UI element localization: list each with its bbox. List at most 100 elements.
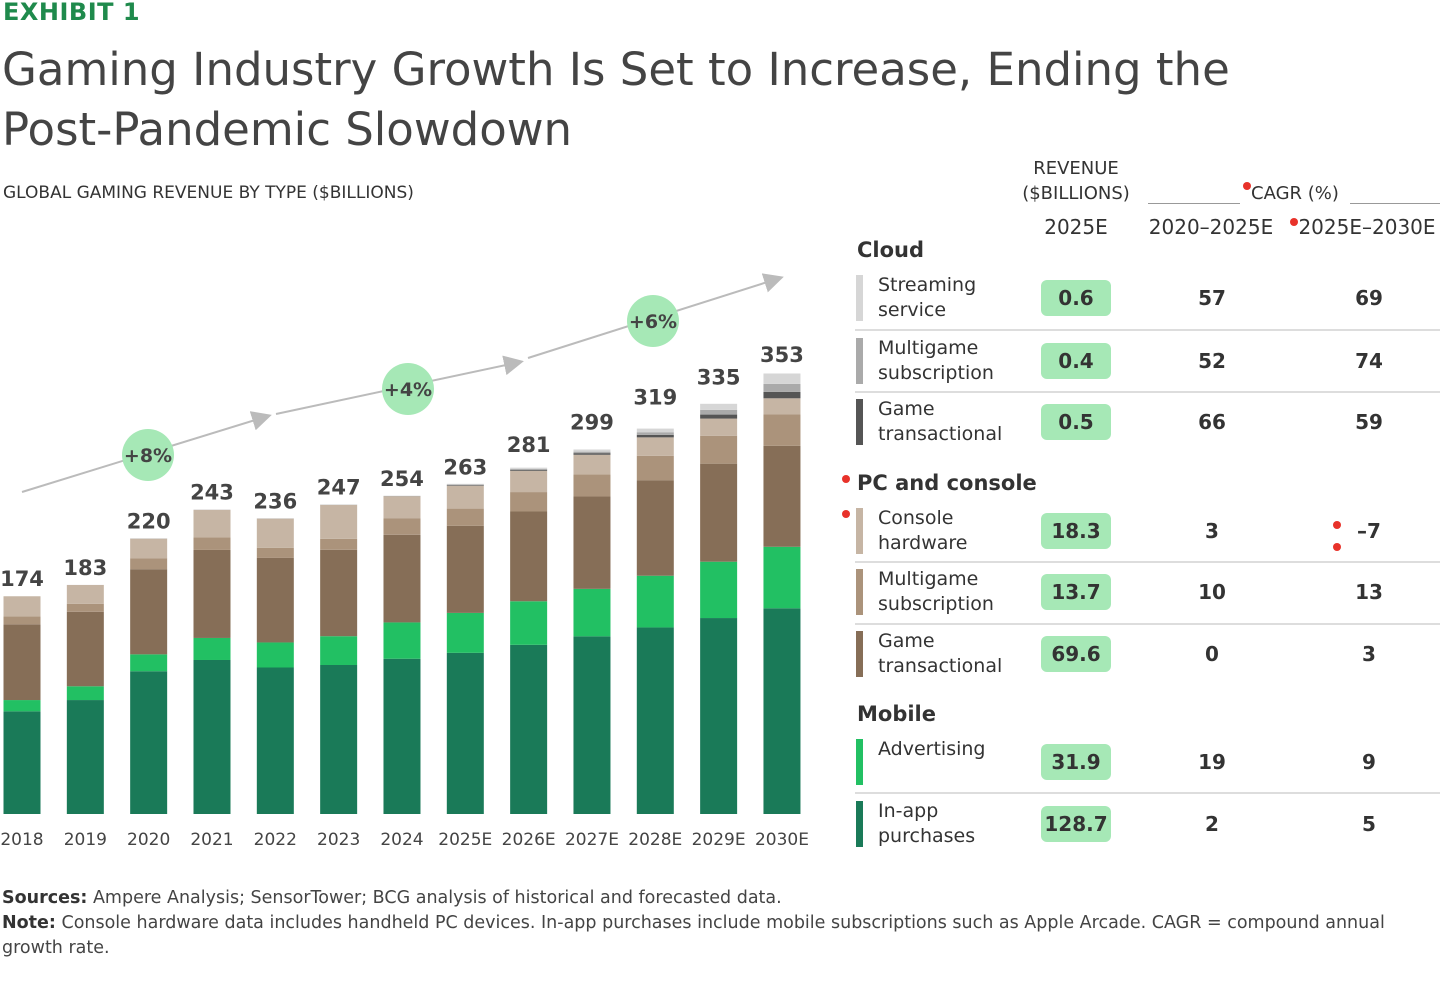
x-tick-label: 2022 <box>254 830 297 850</box>
cagr-2025-2030-value: 69 <box>1355 286 1383 310</box>
x-tick-label: 2018 <box>0 830 43 850</box>
group-heading: PC and console <box>857 471 1037 495</box>
bar-segment-mobile-advertising <box>130 654 168 672</box>
bar-segment-pc-game-transactional <box>193 549 231 638</box>
bar-segment-mobile-inapp <box>256 667 294 814</box>
bar-segment-pc-console-hardware <box>700 418 738 436</box>
bar-segment-mobile-inapp <box>573 636 611 814</box>
cagr-2020-2025-value: 2 <box>1205 812 1219 836</box>
x-tick-label: 2026E <box>502 830 556 850</box>
bar-segment-mobile-advertising <box>510 601 548 645</box>
annotation-dot <box>842 510 850 518</box>
revenue-value: 31.9 <box>1041 744 1111 780</box>
bar-segment-cloud-streaming-service <box>446 483 484 485</box>
x-tick-label: 2030E <box>755 830 809 850</box>
cagr-period-1-header: 2020–2025E <box>1148 215 1274 239</box>
bar-segment-cloud-streaming-service <box>636 428 674 433</box>
bar-segment-mobile-inapp <box>320 664 358 814</box>
x-tick-label: 2025E <box>438 830 492 850</box>
bar-segment-pc-multigame-subscription <box>66 603 104 612</box>
revenue-value: 0.4 <box>1041 343 1111 379</box>
page-title: Gaming Industry Growth Is Set to Increas… <box>2 43 1230 156</box>
bar-segment-mobile-advertising <box>446 612 484 653</box>
bar-segment-cloud-multigame-subscription <box>510 468 548 470</box>
legend-swatch <box>856 338 863 384</box>
cagr-2025-2030-value: 13 <box>1355 580 1383 604</box>
x-tick-label: 2021 <box>190 830 233 850</box>
bar-segment-cloud-multigame-subscription <box>446 484 484 486</box>
group-heading: Mobile <box>857 702 936 726</box>
bar-segment-pc-multigame-subscription <box>383 518 421 535</box>
growth-bubble <box>627 295 679 347</box>
bar-segment-pc-multigame-subscription <box>510 492 548 512</box>
sources-line: Sources: Ampere Analysis; SensorTower; B… <box>2 886 1440 911</box>
total-label: 220 <box>127 510 171 534</box>
legend-swatch <box>856 631 863 677</box>
row-label: Game transactional <box>878 398 1003 445</box>
exhibit-label: EXHIBIT 1 <box>3 0 141 26</box>
revenue-value: 18.3 <box>1041 513 1111 549</box>
bar-segment-pc-multigame-subscription <box>320 538 358 550</box>
bar-segment-pc-console-hardware <box>573 454 611 475</box>
note-label: Note: <box>2 913 56 933</box>
bar-segment-cloud-streaming-service <box>510 467 548 469</box>
revenue-value: 0.6 <box>1041 280 1111 316</box>
bar-segment-cloud-game-transactional <box>636 434 674 438</box>
bar-segment-pc-game-transactional <box>636 480 674 576</box>
annotation-dot <box>1290 218 1298 226</box>
bar-segment-mobile-inapp <box>763 608 801 814</box>
bar-segment-pc-console-hardware <box>446 485 484 509</box>
x-tick-label: 2024 <box>380 830 423 850</box>
bar-segment-mobile-advertising <box>383 622 421 659</box>
x-tick-label: 2027E <box>565 830 619 850</box>
group-heading: Cloud <box>857 238 925 262</box>
bar-segment-cloud-game-transactional <box>763 391 801 399</box>
row-divider <box>855 792 1440 794</box>
bar-segment-mobile-advertising <box>320 636 358 665</box>
revenue-value: 13.7 <box>1041 574 1111 610</box>
total-label: 299 <box>570 411 614 435</box>
cagr-2020-2025-value: 66 <box>1198 410 1226 434</box>
x-tick-label: 2019 <box>64 830 107 850</box>
cagr-2020-2025-value: 57 <box>1198 286 1226 310</box>
bar-segment-cloud-game-transactional <box>700 414 738 419</box>
cagr-2025-2030-value: –7 <box>1357 519 1381 543</box>
cagr-2025-2030-value: 5 <box>1362 812 1376 836</box>
legend-swatch <box>856 801 863 847</box>
bar-segment-cloud-streaming-service <box>573 449 611 452</box>
total-label: 236 <box>253 489 297 513</box>
legend-swatch <box>856 508 863 554</box>
cagr-2020-2025-value: 52 <box>1198 349 1226 373</box>
bar-segment-mobile-advertising <box>763 546 801 609</box>
growth-rate-label: +4% <box>384 379 432 401</box>
bar-segment-mobile-advertising <box>193 637 231 660</box>
bar-segment-mobile-inapp <box>130 671 168 814</box>
bar-segment-pc-multigame-subscription <box>256 547 294 558</box>
legend-swatch <box>856 399 863 445</box>
cagr-2025-2030-value: 3 <box>1362 642 1376 666</box>
row-divider <box>855 561 1440 563</box>
cagr-bracket-right <box>1350 203 1440 204</box>
bar-segment-cloud-multigame-subscription <box>573 451 611 454</box>
cagr-2020-2025-value: 19 <box>1198 750 1226 774</box>
row-label: Streaming service <box>878 274 977 321</box>
bar-segment-pc-game-transactional <box>256 557 294 643</box>
sources-text: Ampere Analysis; SensorTower; BCG analys… <box>87 888 782 908</box>
growth-rate-label: +6% <box>629 311 677 333</box>
bar-segment-mobile-advertising <box>256 642 294 668</box>
total-label: 319 <box>633 386 677 410</box>
bar-segment-pc-console-hardware <box>66 584 104 604</box>
revenue-header: REVENUE ($BILLIONS) <box>1022 158 1130 204</box>
bar-segment-pc-multigame-subscription <box>3 616 41 625</box>
note-line: Note: Console hardware data includes han… <box>2 911 1440 961</box>
cagr-2020-2025-value: 10 <box>1198 580 1226 604</box>
bar-segment-pc-game-transactional <box>383 534 421 623</box>
bar-segment-pc-console-hardware <box>256 518 294 548</box>
row-label: In-app purchases <box>878 800 976 847</box>
bar-segment-pc-multigame-subscription <box>446 508 484 526</box>
total-label: 353 <box>760 343 804 367</box>
sources-label: Sources: <box>2 888 88 908</box>
bar-segment-cloud-game-transactional <box>573 453 611 455</box>
bar-segment-cloud-multigame-subscription <box>700 409 738 415</box>
revenue-value: 0.5 <box>1041 404 1111 440</box>
